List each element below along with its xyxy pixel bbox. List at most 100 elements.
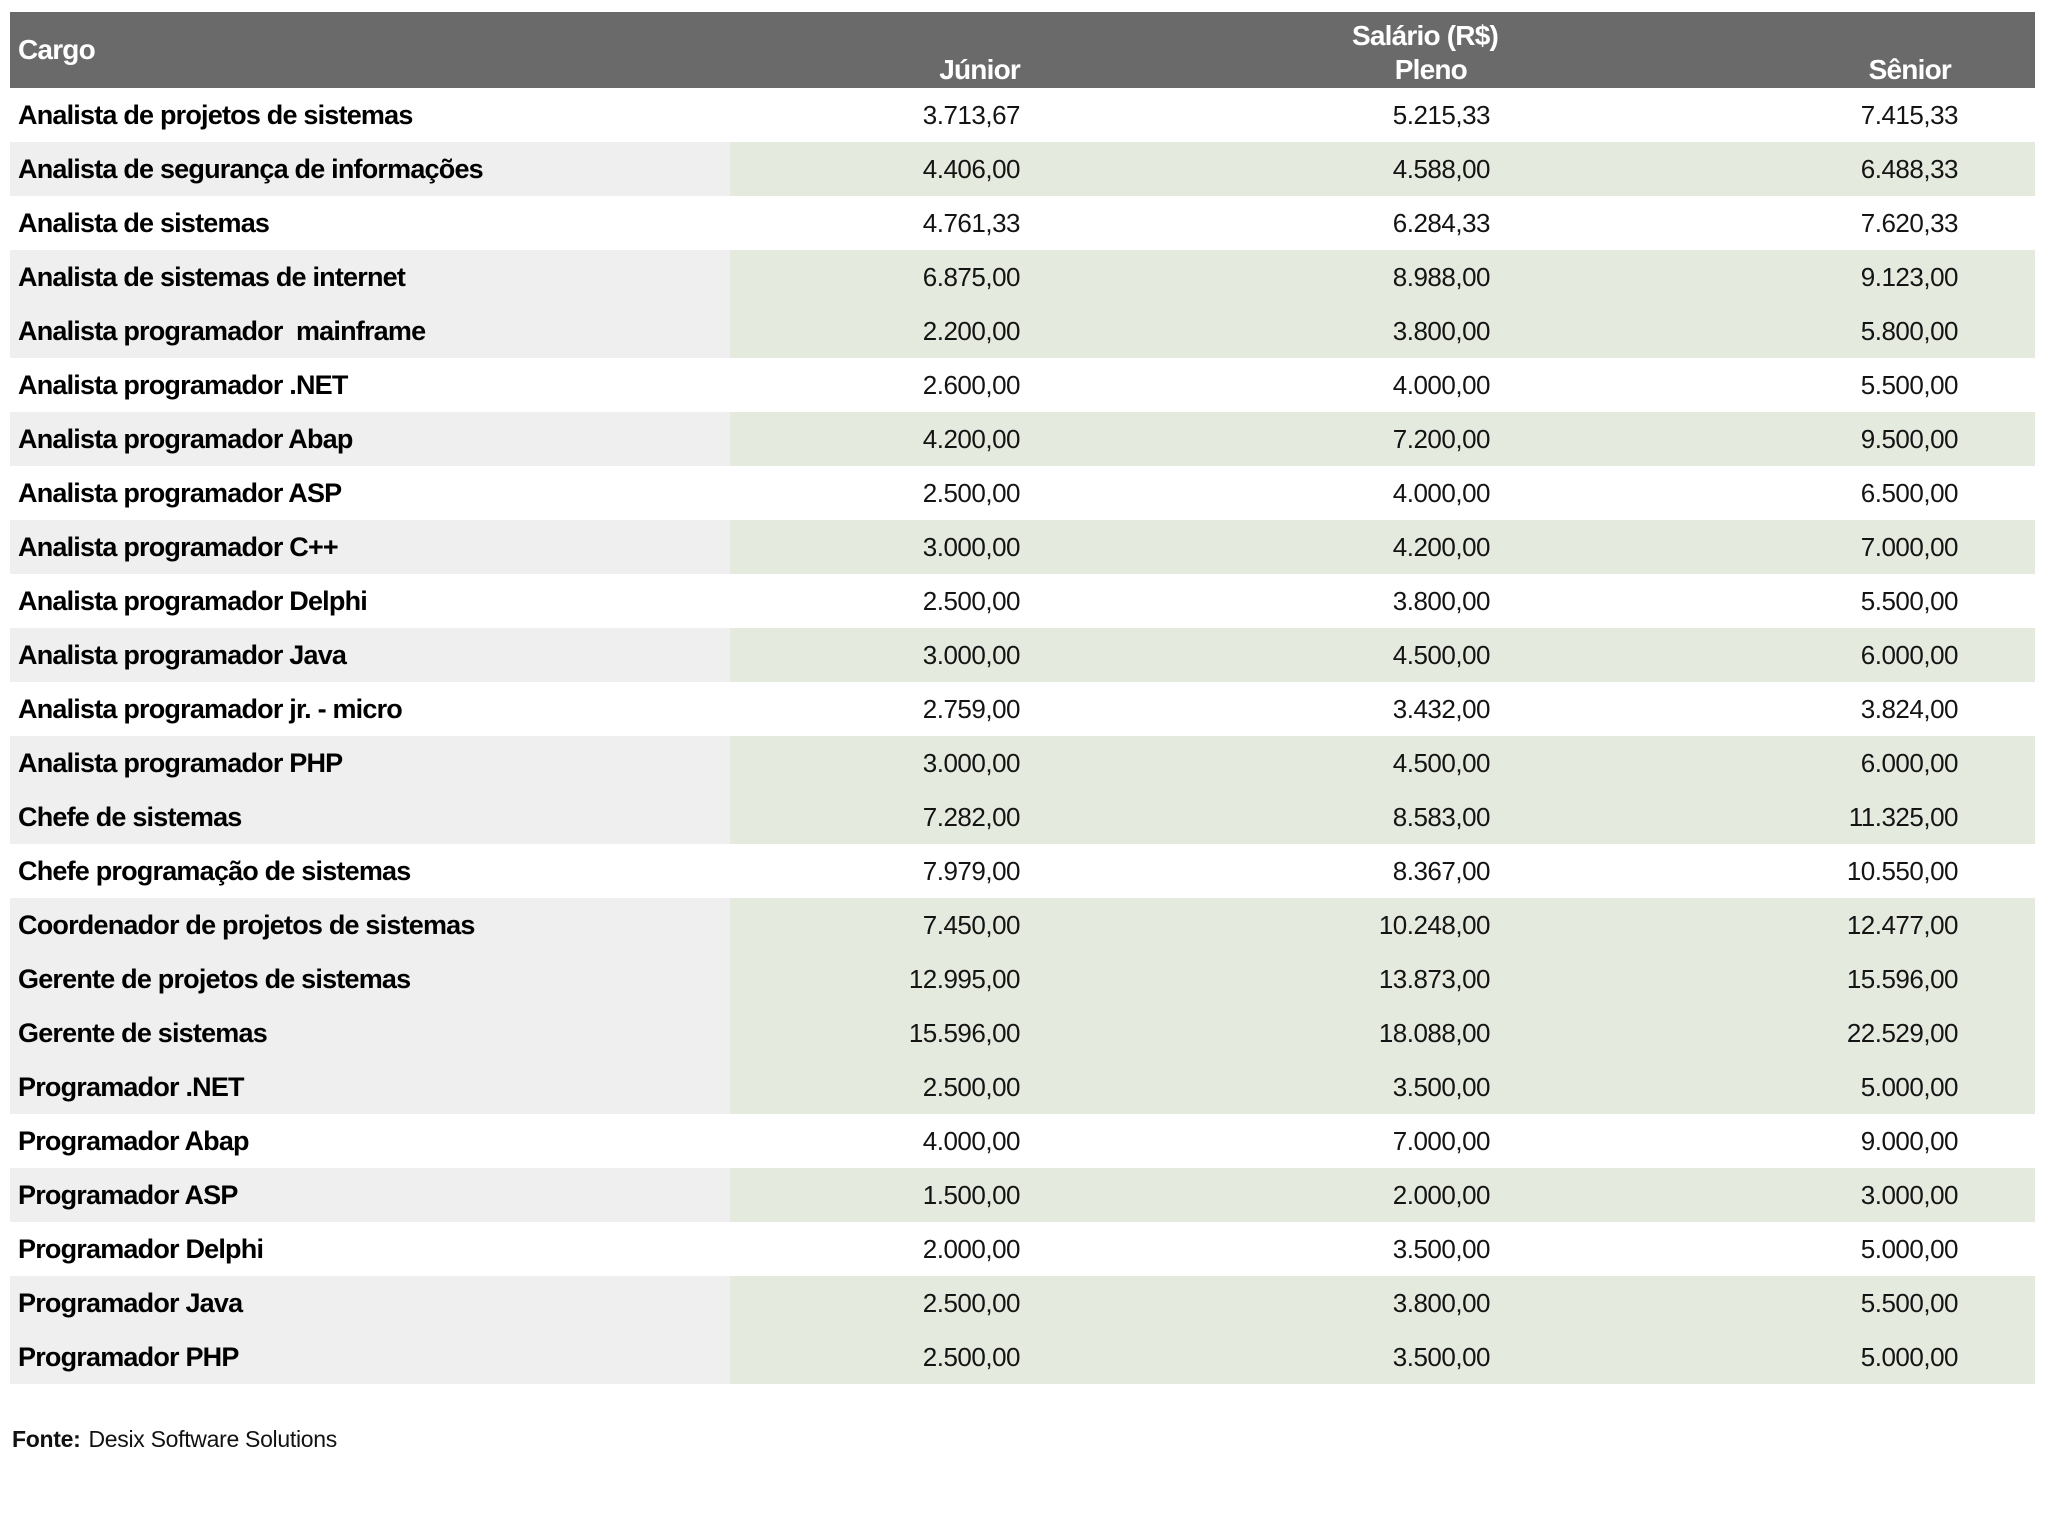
header-salary-group: Salário (R$) (1352, 20, 1499, 51)
pleno-value-cell: 10.248,00 (1020, 898, 1491, 952)
pleno-value-cell: 3.432,00 (1392, 693, 1491, 724)
cargo-cell: Programador PHP (10, 1330, 730, 1384)
cargo-cell: Programador .NET (10, 1060, 730, 1114)
junior-value-cell: 2.500,00 (730, 1330, 1021, 1384)
senior-value-cell: 12.477,00 (1490, 898, 2035, 952)
table-row: Analista de sistemas 4.761,33 6.284,33 7… (10, 196, 2035, 250)
senior-value-cell: 9.123,00 (1490, 250, 2035, 304)
table-row: Analista de sistemas de internet 6.875,0… (10, 250, 2035, 304)
junior-value-cell: 2.000,00 (922, 1233, 1021, 1264)
senior-value-cell: 7.415,33 (1860, 99, 1959, 130)
pleno-value-cell: 6.284,33 (1392, 207, 1491, 238)
cargo-cell: Programador Delphi (18, 1233, 264, 1264)
cargo-cell: Coordenador de projetos de sistemas (10, 898, 730, 952)
table-row: Programador Java 2.500,00 3.800,00 5.500… (10, 1276, 2035, 1330)
pleno-value-cell: 8.367,00 (1392, 855, 1491, 886)
senior-value-cell: 6.500,00 (1860, 477, 1959, 508)
table-row: Gerente de projetos de sistemas 12.995,0… (10, 952, 2035, 1006)
junior-value-cell: 2.600,00 (922, 369, 1021, 400)
junior-value-cell: 2.500,00 (730, 1276, 1021, 1330)
table-row: Analista programador Delphi 2.500,00 3.8… (10, 574, 2035, 628)
junior-value-cell: 2.200,00 (730, 304, 1021, 358)
cargo-cell: Programador Abap (18, 1125, 250, 1156)
table-row: Programador Abap 4.000,00 7.000,00 9.000… (10, 1114, 2035, 1168)
pleno-value-cell: 3.500,00 (1392, 1233, 1491, 1264)
table-row: Analista programador .NET 2.600,00 4.000… (10, 358, 2035, 412)
cargo-cell: Analista programador .NET (18, 369, 348, 400)
junior-value-cell: 4.406,00 (730, 142, 1021, 196)
senior-value-cell: 6.000,00 (1490, 736, 2035, 790)
cargo-cell: Analista programador Java (10, 628, 730, 682)
header-pleno: Pleno (1394, 54, 1468, 85)
pleno-value-cell: 8.988,00 (1020, 250, 1491, 304)
table-body: Analista de projetos de sistemas 3.713,6… (10, 88, 2035, 1384)
header-cargo: Cargo (18, 34, 96, 65)
junior-value-cell: 3.000,00 (730, 520, 1021, 574)
table-row: Analista programador jr. - micro 2.759,0… (10, 682, 2035, 736)
cargo-cell: Analista programador PHP (10, 736, 730, 790)
cargo-cell: Analista de segurança de informações (10, 142, 730, 196)
pleno-value-cell: 4.000,00 (1392, 477, 1491, 508)
table-row: Coordenador de projetos de sistemas 7.45… (10, 898, 2035, 952)
junior-value-cell: 2.500,00 (922, 477, 1021, 508)
table-header: Cargo Salário (R$) Júnior Pleno Sênior (10, 12, 2035, 88)
table-row: Analista programador Abap 4.200,00 7.200… (10, 412, 2035, 466)
senior-value-cell: 22.529,00 (1490, 1006, 2035, 1060)
junior-value-cell: 3.713,67 (922, 99, 1021, 130)
table-row: Programador ASP 1.500,00 2.000,00 3.000,… (10, 1168, 2035, 1222)
pleno-value-cell: 4.000,00 (1392, 369, 1491, 400)
pleno-value-cell: 3.800,00 (1020, 1276, 1491, 1330)
junior-value-cell: 1.500,00 (730, 1168, 1021, 1222)
table-row: Chefe de sistemas 7.282,00 8.583,00 11.3… (10, 790, 2035, 844)
junior-value-cell: 7.282,00 (730, 790, 1021, 844)
table-row: Programador .NET 2.500,00 3.500,00 5.000… (10, 1060, 2035, 1114)
junior-value-cell: 4.000,00 (922, 1125, 1021, 1156)
senior-value-cell: 5.000,00 (1490, 1060, 2035, 1114)
cargo-cell: Chefe programação de sistemas (18, 855, 411, 886)
senior-value-cell: 11.325,00 (1490, 790, 2035, 844)
cargo-cell: Gerente de projetos de sistemas (10, 952, 730, 1006)
senior-value-cell: 5.500,00 (1860, 369, 1959, 400)
senior-value-cell: 5.500,00 (1490, 1276, 2035, 1330)
cargo-cell: Analista de sistemas (18, 207, 270, 238)
junior-value-cell: 12.995,00 (730, 952, 1021, 1006)
pleno-value-cell: 4.588,00 (1020, 142, 1491, 196)
junior-value-cell: 6.875,00 (730, 250, 1021, 304)
pleno-value-cell: 3.800,00 (1020, 304, 1491, 358)
senior-value-cell: 5.000,00 (1860, 1233, 1959, 1264)
cargo-cell: Analista programador ASP (18, 477, 342, 508)
pleno-value-cell: 7.200,00 (1020, 412, 1491, 466)
header-junior: Júnior (939, 54, 1021, 85)
junior-value-cell: 7.450,00 (730, 898, 1021, 952)
cargo-cell: Programador Java (10, 1276, 730, 1330)
source-note: Fonte: Desix Software Solutions (12, 1426, 337, 1453)
cargo-cell: Analista programador jr. - micro (18, 693, 403, 724)
cargo-cell: Analista programador C++ (10, 520, 730, 574)
pleno-value-cell: 8.583,00 (1020, 790, 1491, 844)
table-row: Analista programador Java 3.000,00 4.500… (10, 628, 2035, 682)
junior-value-cell: 4.200,00 (730, 412, 1021, 466)
junior-value-cell: 2.500,00 (922, 585, 1021, 616)
senior-value-cell: 6.000,00 (1490, 628, 2035, 682)
senior-value-cell: 3.824,00 (1860, 693, 1959, 724)
junior-value-cell: 15.596,00 (730, 1006, 1021, 1060)
junior-value-cell: 7.979,00 (922, 855, 1021, 886)
cargo-cell: Analista programador mainframe (10, 304, 730, 358)
pleno-value-cell: 3.800,00 (1392, 585, 1491, 616)
pleno-value-cell: 5.215,33 (1392, 99, 1491, 130)
cargo-cell: Programador ASP (10, 1168, 730, 1222)
junior-value-cell: 2.500,00 (730, 1060, 1021, 1114)
senior-value-cell: 15.596,00 (1490, 952, 2035, 1006)
senior-value-cell: 9.500,00 (1490, 412, 2035, 466)
pleno-value-cell: 4.200,00 (1020, 520, 1491, 574)
table-row: Analista programador PHP 3.000,00 4.500,… (10, 736, 2035, 790)
pleno-value-cell: 2.000,00 (1020, 1168, 1491, 1222)
senior-value-cell: 5.000,00 (1490, 1330, 2035, 1384)
senior-value-cell: 5.500,00 (1860, 585, 1959, 616)
cargo-cell: Analista de projetos de sistemas (18, 99, 413, 130)
pleno-value-cell: 4.500,00 (1020, 736, 1491, 790)
senior-value-cell: 10.550,00 (1846, 855, 1959, 886)
pleno-value-cell: 3.500,00 (1020, 1330, 1491, 1384)
table-row: Analista de segurança de informações 4.4… (10, 142, 2035, 196)
source-label: Fonte: (12, 1426, 81, 1452)
